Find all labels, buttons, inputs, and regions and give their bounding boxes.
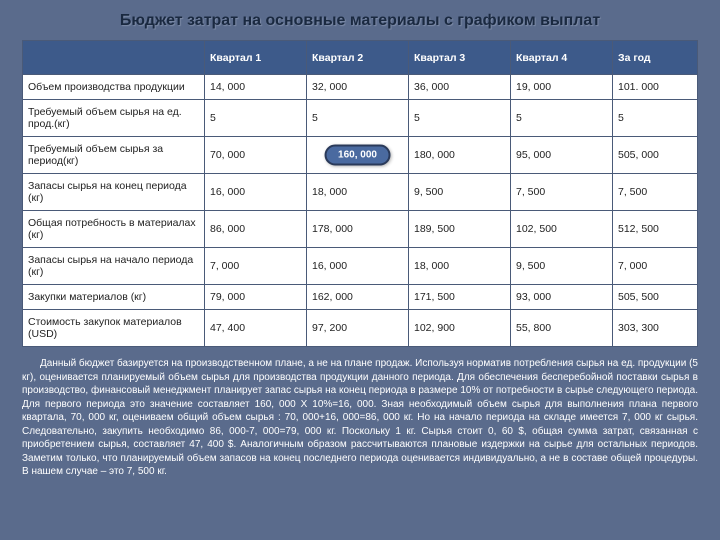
table-cell: 5 [613, 100, 698, 137]
table-cell: 36, 000 [409, 75, 511, 100]
col-head-2: Квартал 2 [307, 41, 409, 75]
row-label: Стоимость закупок материалов (USD) [23, 310, 205, 347]
table-cell: 171, 500 [409, 285, 511, 310]
col-head-0 [23, 41, 205, 75]
col-head-4: Квартал 4 [511, 41, 613, 75]
table-row: Требуемый объем сырья за период(кг)70, 0… [23, 137, 698, 174]
table-cell: 95, 000 [511, 137, 613, 174]
table-row: Закупки материалов (кг)79, 000162, 00017… [23, 285, 698, 310]
table-cell: 86, 000 [205, 211, 307, 248]
table-cell: 162, 000 [307, 285, 409, 310]
table-cell: 16, 000 [205, 174, 307, 211]
row-label: Запасы сырья на начало периода (кг) [23, 248, 205, 285]
col-head-1: Квартал 1 [205, 41, 307, 75]
table-cell: 303, 300 [613, 310, 698, 347]
row-label: Требуемый объем сырья за период(кг) [23, 137, 205, 174]
table-cell: 47, 400 [205, 310, 307, 347]
table-cell: 18, 000 [307, 174, 409, 211]
table-cell: 16, 000 [307, 248, 409, 285]
table-cell: 178, 000 [307, 211, 409, 248]
table-cell: 55, 800 [511, 310, 613, 347]
row-label: Закупки материалов (кг) [23, 285, 205, 310]
row-label: Требуемый объем сырья на ед. прод.(кг) [23, 100, 205, 137]
header-row: Квартал 1 Квартал 2 Квартал 3 Квартал 4 … [23, 41, 698, 75]
table-cell: 5 [511, 100, 613, 137]
col-head-3: Квартал 3 [409, 41, 511, 75]
table-cell: 180, 000 [409, 137, 511, 174]
table-cell: 505, 500 [613, 285, 698, 310]
table-cell: 18, 000 [409, 248, 511, 285]
table-cell: 7, 000 [205, 248, 307, 285]
page-title: Бюджет затрат на основные материалы с гр… [22, 12, 698, 30]
table-cell: 512, 500 [613, 211, 698, 248]
table-cell: 7, 000 [613, 248, 698, 285]
table-cell: 102, 900 [409, 310, 511, 347]
table-cell: 9, 500 [409, 174, 511, 211]
callout-badge: 160, 000 [324, 145, 391, 166]
table-row: Запасы сырья на конец периода (кг)16, 00… [23, 174, 698, 211]
table-cell: 32, 000 [307, 75, 409, 100]
table-row: Стоимость закупок материалов (USD)47, 40… [23, 310, 698, 347]
explanation-paragraph: Данный бюджет базируется на производстве… [22, 357, 698, 479]
row-label: Запасы сырья на конец периода (кг) [23, 174, 205, 211]
table-cell: 5 [409, 100, 511, 137]
budget-table: Квартал 1 Квартал 2 Квартал 3 Квартал 4 … [22, 40, 698, 347]
table-row: Запасы сырья на начало периода (кг)7, 00… [23, 248, 698, 285]
table-cell: 5 [205, 100, 307, 137]
table-row: Требуемый объем сырья на ед. прод.(кг)55… [23, 100, 698, 137]
table-cell: 160, 000 [307, 137, 409, 174]
table-cell: 9, 500 [511, 248, 613, 285]
table-cell: 5 [307, 100, 409, 137]
table-cell: 189, 500 [409, 211, 511, 248]
table-cell: 19, 000 [511, 75, 613, 100]
table-cell: 14, 000 [205, 75, 307, 100]
table-cell: 79, 000 [205, 285, 307, 310]
table-cell: 70, 000 [205, 137, 307, 174]
table-cell: 97, 200 [307, 310, 409, 347]
table-cell: 102, 500 [511, 211, 613, 248]
table-cell: 93, 000 [511, 285, 613, 310]
row-label: Общая потребность в материалах (кг) [23, 211, 205, 248]
table-row: Общая потребность в материалах (кг)86, 0… [23, 211, 698, 248]
table-cell: 7, 500 [511, 174, 613, 211]
table-cell: 7, 500 [613, 174, 698, 211]
table-row: Объем производства продукции14, 00032, 0… [23, 75, 698, 100]
table-cell: 505, 000 [613, 137, 698, 174]
col-head-5: За год [613, 41, 698, 75]
row-label: Объем производства продукции [23, 75, 205, 100]
table-cell: 101. 000 [613, 75, 698, 100]
